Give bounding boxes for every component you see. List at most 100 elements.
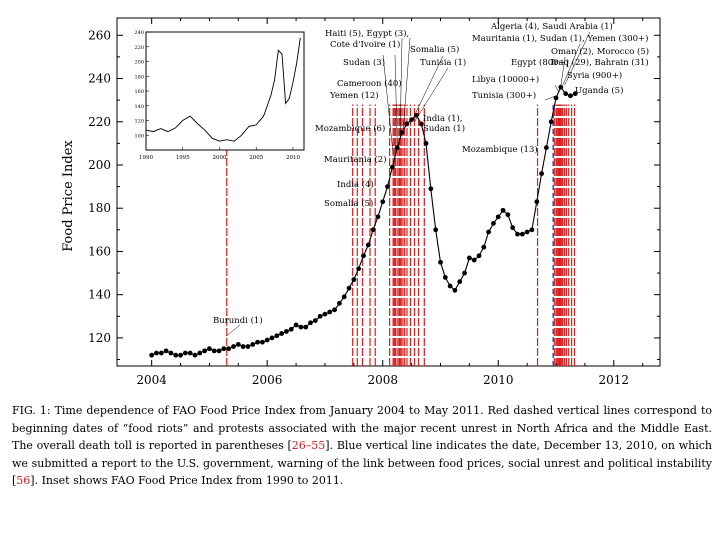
plot-frame	[116, 17, 661, 367]
data-point	[149, 352, 155, 358]
data-point	[515, 231, 520, 237]
data-point	[288, 326, 294, 332]
data-point	[226, 346, 232, 352]
caption-ref-1[interactable]: 26–55	[291, 439, 326, 452]
data-point	[211, 348, 217, 354]
annotation-leader	[399, 37, 403, 140]
inset-line	[145, 37, 301, 142]
data-point	[462, 270, 467, 276]
y-tick-label: 260	[88, 28, 111, 42]
riot-annotation: Cameroon (40)	[337, 78, 402, 89]
data-point	[539, 171, 544, 177]
riot-annotation: Mozambique (13)	[462, 144, 538, 155]
caption-text-3: ]. Inset shows FAO Food Price Index from…	[30, 474, 344, 487]
data-point	[394, 145, 400, 151]
y-tick-label: 140	[88, 288, 111, 302]
data-point	[442, 274, 448, 280]
data-point	[332, 307, 338, 313]
riot-annotation: Oman (2), Morocco (5)	[551, 46, 649, 57]
data-point	[447, 283, 453, 289]
data-point	[529, 227, 535, 233]
data-point	[163, 348, 169, 354]
caption-ref-2[interactable]: 56	[16, 474, 31, 487]
data-point	[182, 350, 188, 356]
data-point	[524, 229, 530, 235]
inset-x-tick-label: 1995	[176, 155, 190, 161]
data-point	[438, 259, 443, 265]
annotation-leader	[226, 324, 241, 336]
data-point	[207, 346, 212, 352]
data-point	[563, 91, 569, 97]
data-point	[279, 331, 285, 336]
riot-annotation: Somalia (5)	[324, 198, 373, 209]
inset-y-tick-label: 240	[134, 30, 144, 36]
data-point	[192, 352, 198, 358]
data-point	[380, 199, 386, 205]
data-point	[428, 186, 434, 192]
data-point	[341, 294, 347, 300]
annotation-leader	[394, 54, 398, 144]
data-point	[370, 227, 376, 233]
riot-annotation: India (4)	[337, 179, 374, 190]
annotation-leader	[382, 54, 394, 155]
data-point	[568, 93, 573, 99]
x-tick-label: 2012	[599, 373, 630, 387]
riot-annotation: Mozambique (6)	[315, 123, 385, 134]
data-point	[389, 164, 395, 170]
annotation-leader	[562, 43, 581, 86]
riot-annotation: India (1),	[423, 113, 463, 124]
inset-y-tick-label: 200	[134, 60, 144, 66]
inset-y-tick-label: 100	[134, 133, 144, 139]
inset-x-tick-label: 2010	[286, 155, 300, 161]
data-point	[423, 140, 429, 146]
inset-y-tick-label: 220	[134, 45, 144, 51]
data-point	[202, 348, 208, 354]
data-point	[216, 348, 222, 354]
y-tick-label: 220	[88, 115, 111, 129]
data-point	[409, 117, 415, 122]
riot-annotation: Haiti (5), Egypt (3),	[325, 28, 409, 39]
data-point	[534, 199, 540, 205]
data-point	[240, 344, 246, 349]
data-point	[375, 214, 381, 220]
y-tick-label: 160	[88, 244, 111, 258]
data-point	[505, 212, 511, 218]
caption-text-1: FIG. 1: Time dependence of FAO Food Pric…	[12, 404, 712, 452]
data-point	[269, 335, 275, 341]
data-point	[154, 350, 159, 356]
data-point	[500, 207, 506, 213]
inset-x-tick-label: 2000	[212, 155, 226, 161]
inset-x-tick-label: 2005	[249, 155, 263, 161]
riot-annotation: Tunisia (1)	[420, 57, 466, 68]
data-point	[452, 287, 458, 293]
annotation-leader	[554, 84, 559, 92]
data-point	[187, 350, 193, 356]
data-point	[404, 121, 410, 127]
data-point	[572, 91, 578, 97]
data-point	[433, 227, 439, 233]
data-point	[255, 339, 260, 345]
data-point	[365, 242, 371, 248]
inset-y-tick-label: 160	[134, 89, 144, 95]
data-point	[231, 344, 236, 349]
data-point	[510, 225, 516, 231]
x-tick-label: 2010	[483, 373, 514, 387]
riot-annotation: Somalia (5)	[410, 44, 459, 55]
annotation-leader	[402, 37, 411, 135]
data-point	[312, 318, 318, 324]
data-point	[168, 350, 174, 356]
y-tick-label: 200	[88, 158, 111, 172]
data-point	[548, 119, 554, 125]
data-point	[327, 309, 333, 315]
data-point	[250, 341, 256, 347]
data-point	[543, 145, 549, 151]
data-point	[491, 220, 496, 226]
caption-text-2: ]. Blue vertical line indicates the date…	[12, 439, 712, 487]
data-point	[466, 255, 472, 261]
data-point	[308, 320, 313, 326]
inset-y-tick-label: 120	[134, 119, 144, 125]
riot-annotation: Libya (10000+)	[472, 74, 539, 85]
riot-annotation: Yemen (12)	[329, 90, 379, 101]
riot-annotation: Syria (900+)	[567, 70, 622, 81]
riot-annotation: Iraq (29), Bahrain (31)	[551, 57, 649, 68]
